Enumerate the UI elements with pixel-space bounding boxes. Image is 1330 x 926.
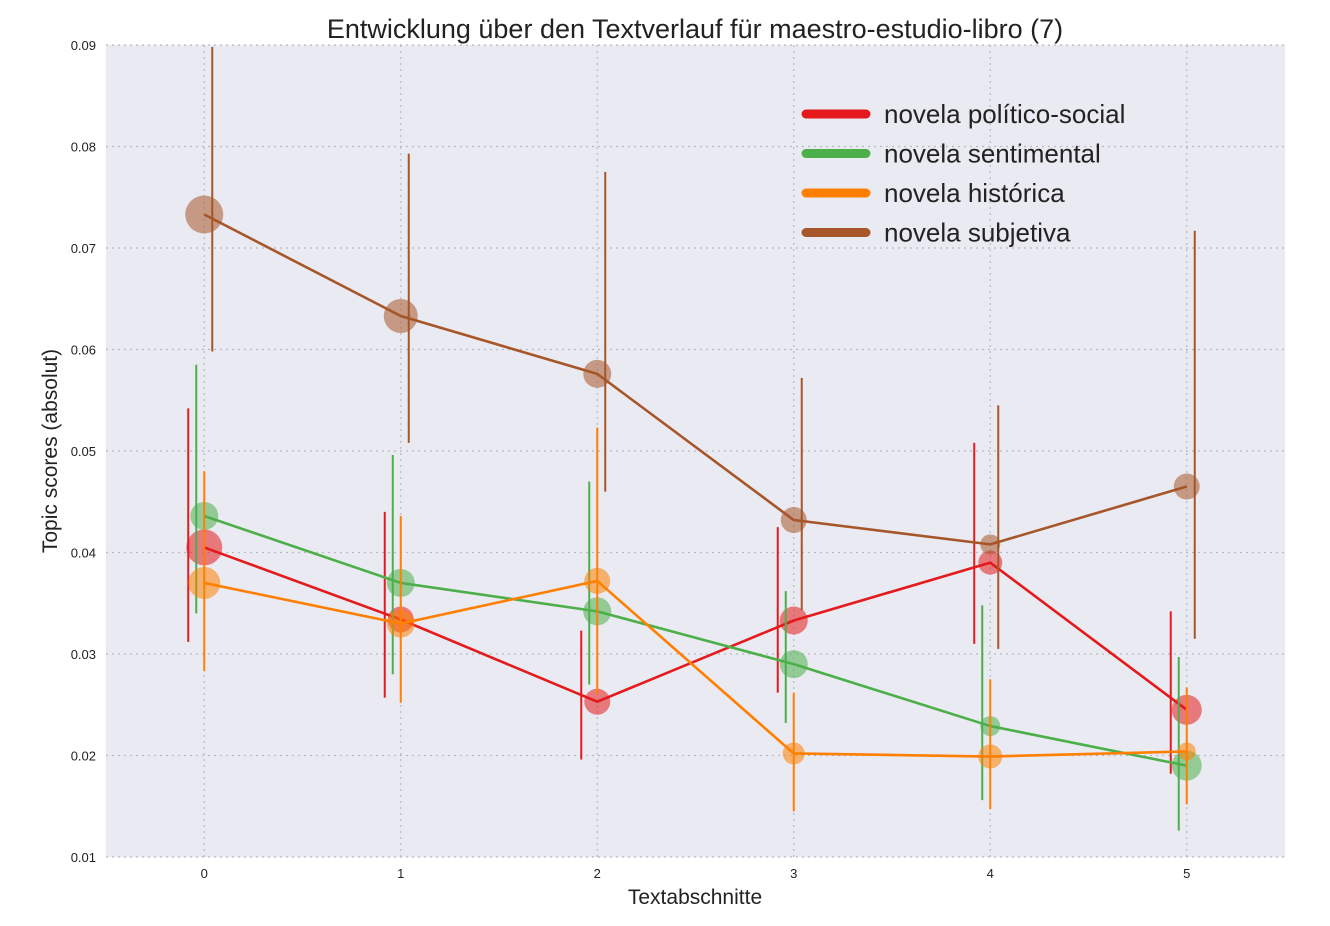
data-point (188, 566, 221, 599)
legend-item: novela subjetiva (801, 218, 1071, 248)
y-tick-label: 0.06 (71, 343, 96, 358)
data-point (584, 567, 611, 594)
series-line (203, 213, 1188, 546)
data-point (1173, 473, 1200, 500)
y-tick-label: 0.09 (71, 38, 96, 53)
data-point (1177, 742, 1196, 761)
y-axis-title: Topic scores (absolut) (39, 349, 62, 553)
x-axis-title: Textabschnitte (628, 886, 762, 909)
y-tick-label: 0.01 (71, 850, 96, 865)
legend-label: novela subjetiva (884, 218, 1071, 248)
data-point (782, 742, 805, 765)
legend-item: novela político-social (801, 99, 1125, 129)
series-line (203, 514, 1188, 767)
series-3 (188, 427, 1196, 812)
x-tick-label: 0 (201, 866, 208, 881)
y-tick-label: 0.05 (71, 444, 96, 459)
grid-lines (106, 44, 1285, 858)
y-tick-label: 0.03 (71, 647, 96, 662)
data-point (978, 744, 1003, 769)
data-point (383, 299, 418, 334)
x-tick-label: 4 (987, 866, 994, 881)
y-tick-label: 0.08 (71, 140, 96, 155)
legend-label: novela sentimental (884, 139, 1101, 169)
chart-title: Entwicklung über den Textverlauf für mae… (327, 14, 1063, 44)
x-tick-label: 1 (397, 866, 404, 881)
data-point (779, 650, 808, 679)
legend-label: novela político-social (884, 99, 1125, 129)
series-4 (185, 47, 1200, 649)
series-line (203, 546, 1188, 711)
data-point (980, 534, 1001, 555)
data-point (584, 688, 611, 715)
y-tick-labels: 0.01 0.02 0.03 0.04 0.05 0.06 0.07 0.08 0.09 (71, 38, 96, 865)
x-tick-labels: 0 1 2 3 4 5 (201, 866, 1191, 881)
legend: novela político-social novela sentimental… (801, 99, 1125, 248)
y-tick-label: 0.07 (71, 241, 96, 256)
data-point (780, 507, 807, 534)
data-point (978, 550, 1003, 575)
data-series (185, 47, 1202, 831)
y-tick-label: 0.04 (71, 546, 96, 561)
legend-item: novela histórica (801, 178, 1065, 208)
series-line (203, 579, 1187, 758)
y-tick-label: 0.02 (71, 749, 96, 764)
legend-item: novela sentimental (801, 139, 1101, 169)
x-tick-label: 5 (1183, 866, 1190, 881)
x-tick-label: 2 (594, 866, 601, 881)
data-point (185, 195, 224, 234)
data-point (779, 606, 808, 635)
data-point (386, 609, 415, 638)
legend-label: novela histórica (884, 178, 1065, 208)
x-tick-label: 3 (790, 866, 797, 881)
data-point (583, 359, 612, 388)
